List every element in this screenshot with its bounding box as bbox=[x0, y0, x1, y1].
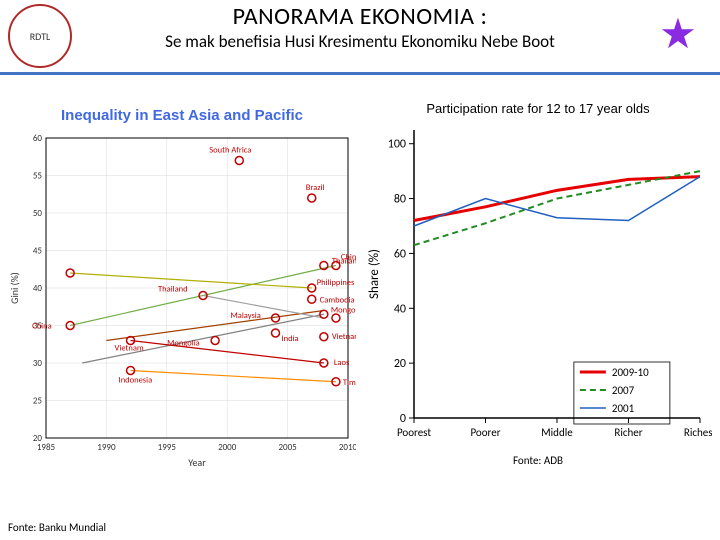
svg-text:Timor-Leste: Timor-Leste bbox=[343, 378, 356, 388]
svg-text:80: 80 bbox=[394, 193, 406, 207]
svg-text:Richest: Richest bbox=[684, 426, 712, 439]
svg-text:25: 25 bbox=[33, 396, 43, 407]
svg-text:60: 60 bbox=[394, 247, 406, 261]
svg-text:100: 100 bbox=[388, 138, 406, 152]
svg-text:1985: 1985 bbox=[37, 442, 56, 453]
svg-text:South Africa: South Africa bbox=[209, 146, 251, 156]
svg-text:Richer: Richer bbox=[614, 426, 642, 439]
emblem-icon: RDTL bbox=[8, 4, 72, 68]
svg-text:Philippines: Philippines bbox=[317, 278, 355, 288]
svg-text:Brazil: Brazil bbox=[306, 183, 325, 193]
svg-text:China: China bbox=[32, 322, 52, 332]
svg-text:Thailand: Thailand bbox=[158, 285, 188, 295]
svg-text:Thailand: Thailand bbox=[332, 257, 356, 267]
svg-text:55: 55 bbox=[33, 171, 43, 182]
left-chart: Inequality in East Asia and Pacific 2025… bbox=[6, 99, 358, 472]
svg-text:Year: Year bbox=[188, 456, 206, 469]
svg-text:Middle: Middle bbox=[541, 426, 573, 439]
left-chart-svg: 2025303540455055601985199019952000200520… bbox=[6, 132, 356, 472]
logo-right: ★ bbox=[648, 4, 712, 68]
star-icon: ★ bbox=[648, 4, 708, 64]
svg-text:2009-10: 2009-10 bbox=[612, 366, 649, 379]
logo-left: RDTL bbox=[8, 4, 72, 68]
svg-text:60: 60 bbox=[33, 133, 43, 144]
svg-text:Laos: Laos bbox=[334, 358, 350, 368]
svg-text:1990: 1990 bbox=[97, 442, 116, 453]
right-chart-svg: 0 20 40 60 80 100 Poorest Poorer Middle Richer Ric… bbox=[362, 122, 712, 452]
svg-text:2007: 2007 bbox=[612, 384, 635, 397]
svg-text:Share (%): Share (%) bbox=[367, 249, 382, 299]
left-chart-source: Fonte: Banku Mundial bbox=[8, 521, 106, 534]
svg-text:Cambodia: Cambodia bbox=[320, 295, 355, 305]
header: RDTL PANORAMA EKONOMIA : Se mak benefisi… bbox=[0, 0, 720, 75]
right-chart-title: Participation rate for 12 to 17 year old… bbox=[362, 101, 714, 116]
right-chart: Participation rate for 12 to 17 year old… bbox=[362, 99, 714, 472]
svg-text:45: 45 bbox=[33, 246, 43, 257]
svg-text:Poorer: Poorer bbox=[470, 426, 500, 439]
svg-text:0: 0 bbox=[400, 412, 406, 426]
svg-text:India: India bbox=[282, 334, 299, 344]
left-chart-title: Inequality in East Asia and Pacific bbox=[6, 107, 358, 124]
svg-text:2000: 2000 bbox=[218, 442, 237, 453]
svg-text:1995: 1995 bbox=[158, 442, 177, 453]
svg-text:2010: 2010 bbox=[339, 442, 356, 453]
right-chart-source: Fonte: ADB bbox=[362, 454, 714, 467]
svg-text:Mongolia: Mongolia bbox=[167, 339, 200, 349]
svg-text:Indonesia: Indonesia bbox=[119, 376, 153, 386]
svg-text:30: 30 bbox=[33, 358, 43, 369]
charts-row: Inequality in East Asia and Pacific 20 25… bbox=[0, 75, 720, 472]
svg-text:40: 40 bbox=[394, 302, 406, 316]
page-title: PANORAMA EKONOMIA : bbox=[0, 0, 720, 31]
svg-text:50: 50 bbox=[33, 208, 43, 219]
svg-text:Vietnam: Vietnam bbox=[332, 332, 356, 342]
svg-text:Malaysia: Malaysia bbox=[231, 311, 261, 321]
svg-text:Vietnam: Vietnam bbox=[115, 344, 144, 354]
svg-text:40: 40 bbox=[33, 283, 43, 294]
svg-text:Poorest: Poorest bbox=[397, 426, 431, 439]
svg-text:Gini (%): Gini (%) bbox=[8, 272, 21, 304]
svg-text:20: 20 bbox=[394, 357, 406, 371]
svg-text:2005: 2005 bbox=[278, 442, 297, 453]
svg-text:2001: 2001 bbox=[612, 402, 635, 415]
page-subtitle: Se mak benefisia Husi Kresimentu Ekonomi… bbox=[0, 31, 720, 52]
